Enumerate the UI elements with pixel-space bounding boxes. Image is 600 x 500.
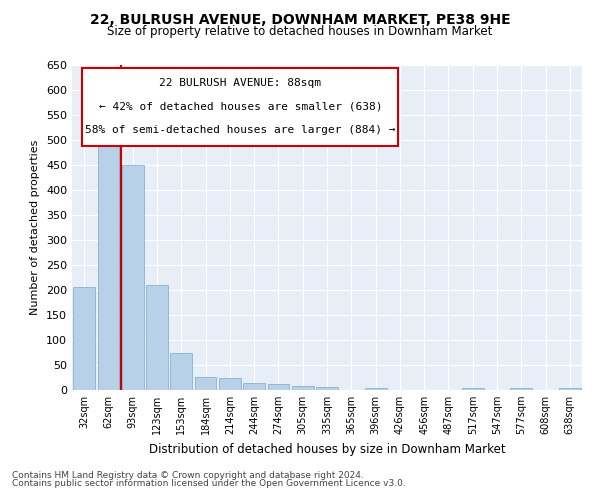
Bar	[511, 388, 532, 390]
Text: ← 42% of detached houses are smaller (638): ← 42% of detached houses are smaller (63…	[98, 102, 382, 112]
Text: 22 BULRUSH AVENUE: 88sqm: 22 BULRUSH AVENUE: 88sqm	[160, 78, 322, 88]
Bar	[122, 165, 143, 390]
Text: 22, BULRUSH AVENUE, DOWNHAM MARKET, PE38 9HE: 22, BULRUSH AVENUE, DOWNHAM MARKET, PE38…	[89, 12, 511, 26]
Bar	[219, 378, 241, 390]
Bar	[243, 382, 265, 390]
Bar	[194, 376, 217, 390]
Bar	[268, 384, 289, 390]
Y-axis label: Number of detached properties: Number of detached properties	[31, 140, 40, 315]
Bar	[97, 125, 119, 390]
Bar	[462, 388, 484, 390]
Text: Size of property relative to detached houses in Downham Market: Size of property relative to detached ho…	[107, 25, 493, 38]
Text: Contains public sector information licensed under the Open Government Licence v3: Contains public sector information licen…	[12, 478, 406, 488]
Bar	[146, 285, 168, 390]
Bar	[365, 388, 386, 390]
Bar	[292, 386, 314, 390]
Bar	[170, 352, 192, 390]
Bar	[316, 386, 338, 390]
Bar	[559, 388, 581, 390]
Text: Contains HM Land Registry data © Crown copyright and database right 2024.: Contains HM Land Registry data © Crown c…	[12, 471, 364, 480]
Text: 58% of semi-detached houses are larger (884) →: 58% of semi-detached houses are larger (…	[85, 126, 395, 136]
Bar	[73, 286, 95, 390]
FancyBboxPatch shape	[82, 68, 398, 146]
X-axis label: Distribution of detached houses by size in Downham Market: Distribution of detached houses by size …	[149, 442, 505, 456]
